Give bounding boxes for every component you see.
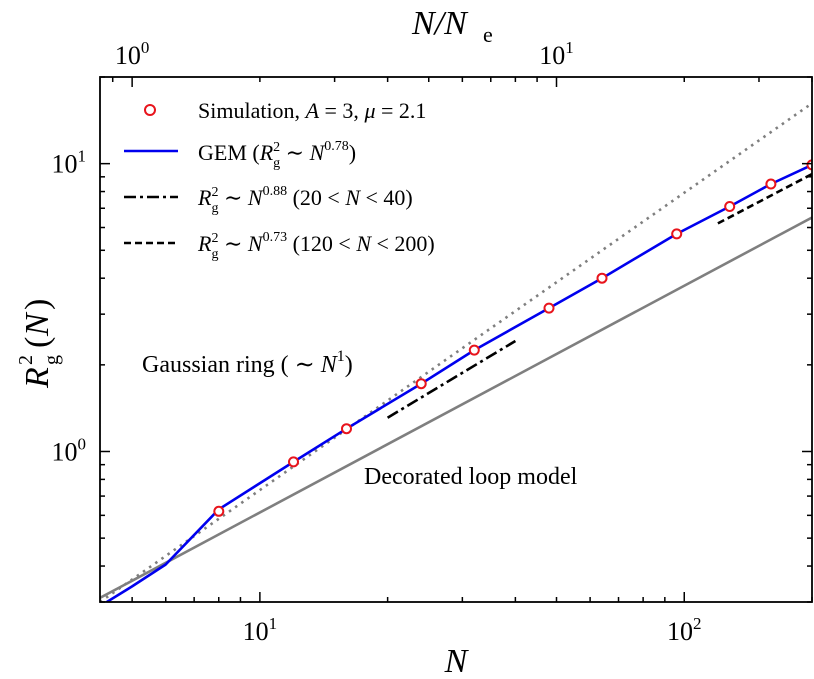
data-point bbox=[671, 228, 683, 240]
legend-entry-dashed: R2 g ∼ N0.73 (120 < N < 200) bbox=[124, 230, 435, 262]
data-point bbox=[213, 505, 225, 517]
y-tick-label: 100 bbox=[52, 434, 87, 466]
top-tick-label: 101 bbox=[539, 38, 574, 70]
x-tick-label: 102 bbox=[667, 614, 702, 646]
svg-text:R2g ∼ N0.88 (20 < N < 40): R2 g ∼ N0.88 (20 < N < 40) bbox=[197, 184, 413, 216]
data-point bbox=[806, 159, 812, 171]
svg-text:2: 2 bbox=[15, 355, 37, 365]
annotation-gaussian-ring: Gaussian ring ( ∼ N1) bbox=[142, 348, 353, 378]
top-tick-label: 100 bbox=[115, 38, 150, 70]
series-lines bbox=[100, 102, 812, 602]
x-tick-label: 101 bbox=[243, 614, 278, 646]
top-axis-label: N/N e bbox=[411, 5, 493, 47]
data-point bbox=[415, 378, 427, 390]
axis-ticks bbox=[100, 76, 813, 603]
x-axis-label: N bbox=[444, 643, 470, 679]
series-line-2 bbox=[386, 339, 517, 419]
svg-text:e: e bbox=[483, 22, 493, 47]
plot-frame bbox=[99, 76, 813, 603]
tick-labels: 101 102 100 101 100 101 bbox=[52, 38, 702, 646]
y-tick-label: 101 bbox=[52, 147, 87, 179]
legend-entry-dashdot: R2 g ∼ N0.88 (20 < N < 40) bbox=[124, 184, 413, 216]
legend-entry-simulation: Simulation, A = 3, μ = 2.1 bbox=[144, 98, 426, 123]
svg-text:R2g ∼ N0.73 (120 < N < 200): R2 g ∼ N0.73 (120 < N < 200) bbox=[197, 230, 435, 262]
annotation-decorated-loop: Decorated loop model bbox=[364, 464, 578, 490]
svg-text:(: ( bbox=[19, 337, 56, 348]
svg-text:g: g bbox=[41, 355, 63, 365]
series-line-4 bbox=[100, 102, 812, 602]
data-point bbox=[288, 456, 299, 468]
data-point bbox=[543, 302, 555, 314]
legend: Simulation, A = 3, μ = 2.1 GEM (R2 g ∼ N0… bbox=[124, 98, 435, 262]
svg-text:R: R bbox=[19, 367, 56, 389]
data-point bbox=[724, 201, 736, 212]
y-axis-label: R 2 g ( N ) bbox=[15, 299, 63, 389]
data-point bbox=[341, 423, 352, 435]
svg-text:N/N: N/N bbox=[411, 5, 469, 42]
svg-text:): ) bbox=[19, 299, 56, 310]
series-line-1 bbox=[104, 163, 812, 602]
data-point bbox=[765, 178, 777, 190]
series-line-3 bbox=[717, 172, 812, 225]
legend-marker-simulation bbox=[144, 104, 156, 116]
series-markers bbox=[213, 159, 812, 517]
series-line-5 bbox=[100, 216, 812, 600]
svg-text:N: N bbox=[19, 311, 56, 337]
data-point bbox=[596, 272, 608, 284]
data-point bbox=[468, 344, 480, 356]
svg-text:Simulation, A = 3, μ = 2.1: Simulation, A = 3, μ = 2.1 bbox=[198, 98, 426, 123]
